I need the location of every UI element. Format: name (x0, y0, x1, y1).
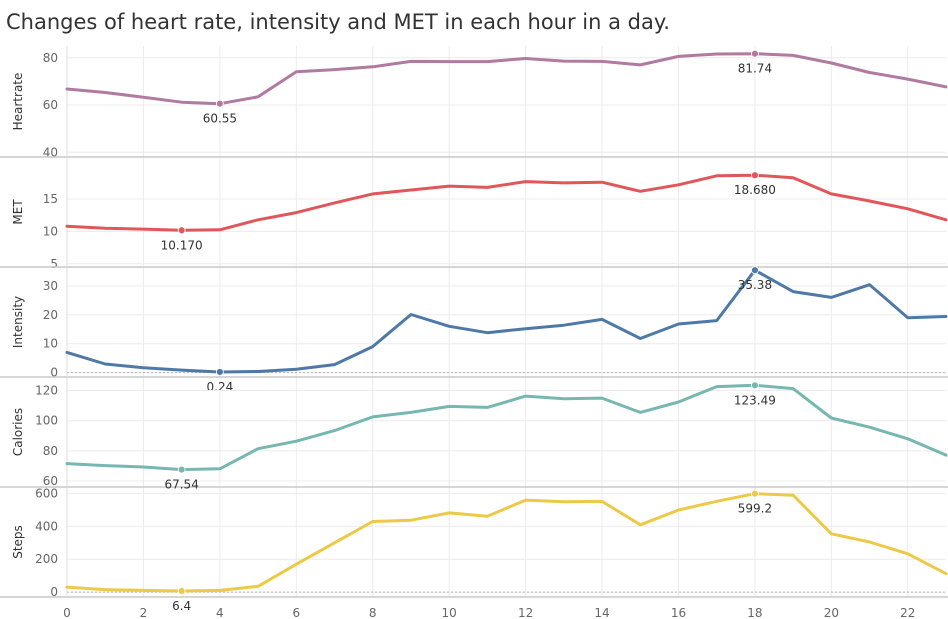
x-tick-label: 16 (671, 606, 686, 619)
data-label: 599.2 (738, 502, 772, 516)
data-point (751, 489, 759, 498)
series-line-steps (65, 492, 948, 593)
data-point (751, 171, 759, 180)
y-tick-label: 10 (43, 224, 58, 238)
y-tick-label: 20 (43, 308, 58, 322)
x-tick-label: 12 (518, 606, 533, 619)
y-axis-title: MET (11, 199, 25, 225)
data-point (177, 465, 186, 474)
x-tick-label: 10 (442, 606, 457, 619)
x-tick-label: 18 (747, 606, 762, 619)
data-point (751, 381, 759, 390)
y-tick-label: 40 (43, 145, 58, 159)
y-tick-label: 5 (50, 257, 58, 271)
data-label: 60.55 (203, 112, 237, 126)
y-tick-label: 80 (43, 444, 58, 458)
series-line-heartrate (65, 52, 948, 106)
data-point (215, 99, 224, 108)
chart-title: Changes of heart rate, intensity and MET… (6, 10, 670, 34)
y-tick-label: 0 (50, 585, 58, 599)
x-tick-label: 14 (594, 606, 609, 619)
y-tick-label: 30 (43, 279, 58, 293)
y-tick-label: 60 (43, 98, 58, 112)
y-tick-label: 200 (35, 552, 58, 566)
x-tick-label: 4 (216, 606, 224, 619)
data-label: 18.680 (734, 183, 776, 197)
series-line-met (65, 173, 948, 232)
data-label: 0.24 (207, 380, 234, 394)
y-tick-label: 60 (43, 474, 58, 488)
y-tick-label: 600 (35, 487, 58, 501)
y-tick-label: 10 (43, 337, 58, 351)
y-tick-label: 100 (35, 414, 58, 428)
data-point (751, 49, 759, 58)
y-tick-label: 400 (35, 519, 58, 533)
data-point (215, 368, 224, 376)
y-tick-label: 120 (35, 384, 58, 398)
x-tick-label: 0 (63, 606, 71, 619)
x-tick-label: 8 (369, 606, 377, 619)
data-point (751, 266, 759, 275)
x-tick-label: 20 (824, 606, 839, 619)
y-axis-title: Calories (11, 408, 25, 456)
data-label: 81.74 (738, 62, 772, 76)
data-point (177, 226, 186, 235)
data-label: 10.170 (161, 238, 203, 252)
y-tick-label: 15 (43, 192, 58, 206)
y-tick-label: 80 (43, 51, 58, 65)
series-line-calories (65, 383, 948, 472)
y-tick-label: 0 (50, 366, 58, 380)
data-label: 123.49 (734, 393, 776, 407)
y-axis-title: Intensity (11, 296, 25, 348)
data-label: 67.54 (164, 478, 198, 492)
data-point (177, 587, 186, 595)
x-tick-label: 2 (140, 606, 148, 619)
data-label: 6.4 (172, 599, 191, 613)
series-line-intensity (65, 268, 948, 374)
data-label: 35.38 (738, 278, 772, 292)
y-axis-title: Steps (11, 525, 25, 559)
y-axis-title: Heartrate (11, 73, 25, 131)
x-tick-label: 22 (900, 606, 915, 619)
x-tick-label: 6 (292, 606, 300, 619)
